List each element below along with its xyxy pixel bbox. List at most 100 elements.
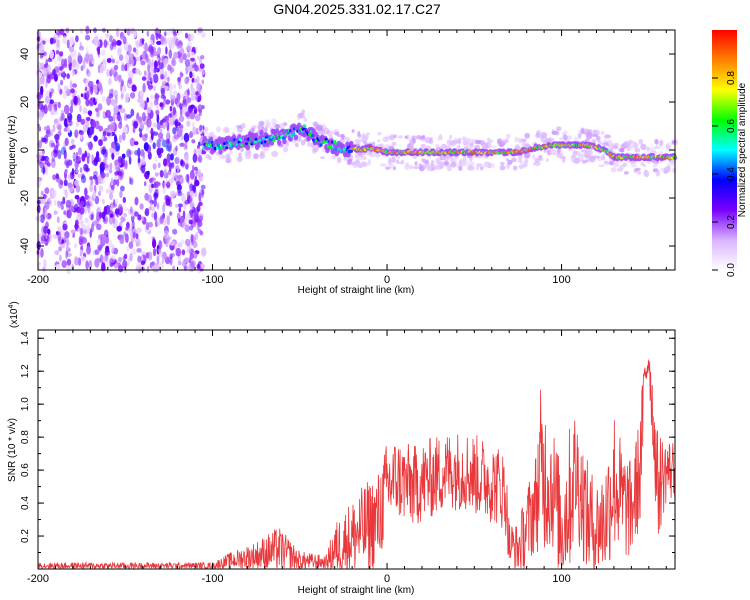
spectrogram-cell: [83, 229, 87, 235]
spectrogram-cell: [654, 139, 659, 145]
spectrogram-cell: [116, 40, 122, 46]
spectrogram-cell: [112, 89, 118, 96]
spectrogram-cell: [490, 145, 497, 149]
spectrogram-cell: [40, 190, 44, 196]
spectrogram-cell: [87, 110, 93, 116]
spectrogram-cell: [52, 68, 56, 76]
spectrogram-cell: [505, 133, 511, 139]
spectrogram-cell: [106, 96, 112, 106]
spectrogram-cell: [100, 179, 106, 184]
spectrogram-cell: [66, 112, 73, 121]
spectrogram-cell: [101, 234, 107, 245]
spectrogram-cell: [200, 69, 206, 76]
spectrogram-cell: [90, 119, 96, 129]
spectrogram-cell: [428, 140, 434, 144]
spectrogram-cell: [283, 146, 288, 153]
spectrogram-cell: [162, 187, 166, 195]
spectrogram-cell: [109, 262, 114, 267]
snr-frame-overlay: [37, 329, 676, 570]
spectrogram-cell: [133, 30, 137, 39]
spectrogram-cell: [177, 260, 182, 266]
colorbar-tick-label: 0.0: [726, 263, 737, 277]
spectrogram-cell: [172, 228, 178, 235]
spectrogram-cell: [89, 85, 94, 95]
spectrogram-cell: [45, 165, 48, 176]
spectrogram-cell: [160, 36, 166, 42]
spectrogram-cell: [53, 199, 57, 206]
spectrogram-cell: [101, 135, 105, 141]
spectrogram-cell: [200, 184, 206, 190]
spectrogram-cell: [264, 127, 268, 133]
spectrogram-cell: [173, 83, 176, 90]
spectrogram-cell: [524, 159, 529, 164]
spectrogram-cell: [623, 171, 630, 175]
spectrogram-cell: [293, 134, 299, 141]
spectrogram-cell: [52, 174, 56, 181]
spectrogram-cell: [181, 221, 186, 228]
spectrogram-cell: [153, 211, 158, 221]
spectrogram-cell: [60, 180, 63, 186]
spectrogram-cell: [64, 137, 69, 146]
spectrogram-cell: [137, 147, 141, 158]
spectrogram-cell: [111, 152, 115, 160]
spectrogram-cell: [357, 155, 364, 161]
spectrogram-cell: [550, 148, 557, 156]
spectrogram-cell: [92, 174, 97, 180]
spectrogram-cell: [157, 162, 161, 169]
spectrogram-cell: [57, 231, 62, 242]
spectrogram-cell: [89, 142, 93, 149]
spectrogram-cell: [96, 223, 102, 231]
spectrogram-cell: [151, 212, 155, 218]
spectrogram-cell: [187, 105, 193, 114]
spectrogram-cell: [393, 134, 398, 138]
spectrogram-cell: [545, 158, 549, 163]
spectrogram-cell: [130, 177, 134, 185]
spectrogram-cell: [193, 108, 198, 114]
colorbar-gradient: [712, 30, 737, 270]
spectrogram-cell: [166, 215, 171, 226]
spectrogram-cell: [152, 51, 158, 57]
spectrogram-cell: [147, 84, 154, 90]
spectrogram-cell: [520, 160, 524, 164]
spectrogram-cell: [186, 120, 191, 127]
spectrogram-cell: [198, 215, 204, 222]
spectrogram-cell: [75, 184, 81, 193]
spectrogram-cell: [50, 159, 56, 169]
spectrogram-cell: [260, 151, 264, 158]
spectrogram-cell: [190, 235, 196, 243]
spectrogram-cell: [238, 137, 242, 141]
spectrogram-cell: [77, 196, 81, 205]
spectrogram-cell: [155, 109, 160, 115]
spectrogram-cell: [539, 158, 544, 162]
spectrogram-cell: [100, 172, 106, 179]
spectrogram-cell: [36, 91, 42, 101]
spectrogram-cell: [99, 254, 104, 264]
spectrogram-cell: [164, 115, 170, 123]
spectrogram-cell: [126, 148, 132, 158]
spectrogram-cell: [177, 203, 183, 208]
spectrogram-x-axis-label: Height of straight line (km): [298, 285, 415, 296]
spectrogram-cell: [121, 34, 126, 40]
spectrogram-cell: [187, 174, 190, 184]
spectrogram-cell: [184, 224, 191, 232]
spectrogram-cell: [63, 104, 70, 115]
spectrogram-cell: [110, 177, 114, 186]
spectrogram-cell: [102, 255, 107, 263]
spectrogram-cell: [112, 198, 116, 207]
spectrogram-cell: [163, 225, 169, 235]
spectrogram-cell: [351, 129, 355, 133]
spectrogram-cell: [121, 92, 124, 98]
spectrogram-cell: [86, 246, 91, 255]
spectrogram-cell: [555, 126, 562, 132]
spectrogram-cell: [461, 163, 468, 167]
spectrogram-cell: [165, 198, 171, 206]
spectrogram-cell: [51, 189, 57, 199]
y-tick-label: 0.2: [20, 529, 31, 543]
spectrogram-cell: [169, 105, 173, 112]
spectrogram-cell: [596, 129, 600, 136]
spectrogram-cell: [150, 46, 157, 52]
spectrogram-cell: [120, 185, 125, 192]
spectrogram-cell: [421, 158, 426, 163]
spectrogram-cell: [67, 241, 71, 246]
spectrogram-cell: [155, 32, 159, 41]
